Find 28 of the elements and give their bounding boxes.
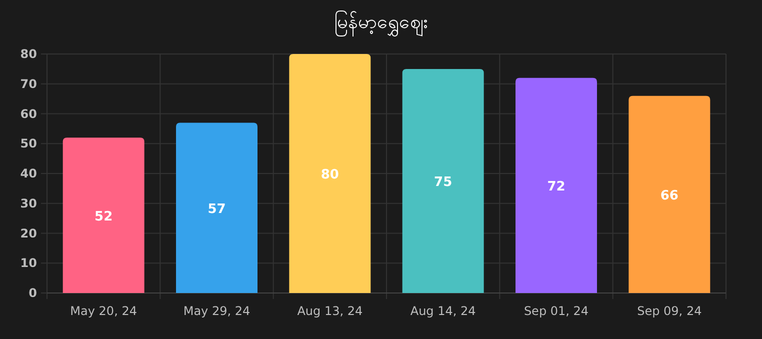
data-label: 52	[94, 209, 113, 224]
data-label: 72	[547, 179, 566, 194]
y-tick-label: 80	[20, 47, 37, 61]
chart-title: မြန်မာ့ရွှေဈေး	[334, 9, 428, 37]
bar	[516, 78, 597, 293]
data-label: 57	[208, 202, 226, 217]
data-label: 80	[320, 168, 339, 182]
data-label: 75	[434, 174, 452, 190]
y-tick-label: 20	[20, 226, 37, 240]
y-tick-label: 0	[28, 286, 37, 300]
bar	[62, 138, 144, 293]
x-tick-label: Sep 01, 24	[524, 304, 589, 318]
x-tick-label: Aug 13, 24	[297, 304, 363, 318]
y-tick-label: 50	[20, 136, 37, 151]
y-tick-label: 70	[20, 76, 37, 91]
bar	[289, 54, 371, 293]
data-label: 66	[660, 188, 678, 204]
x-tick-label: Sep 09, 24	[637, 304, 702, 318]
y-tick-label: 30	[20, 196, 37, 210]
y-tick-label: 10	[20, 256, 37, 270]
x-tick-label: May 20, 24	[70, 304, 137, 318]
bar	[628, 96, 710, 293]
bar	[176, 122, 258, 293]
x-tick-label: Aug 14, 24	[410, 304, 476, 318]
y-tick-label: 40	[20, 166, 37, 180]
y-tick-label: 60	[20, 106, 37, 121]
bar	[402, 68, 484, 293]
x-tick-label: May 29, 24	[183, 304, 250, 318]
